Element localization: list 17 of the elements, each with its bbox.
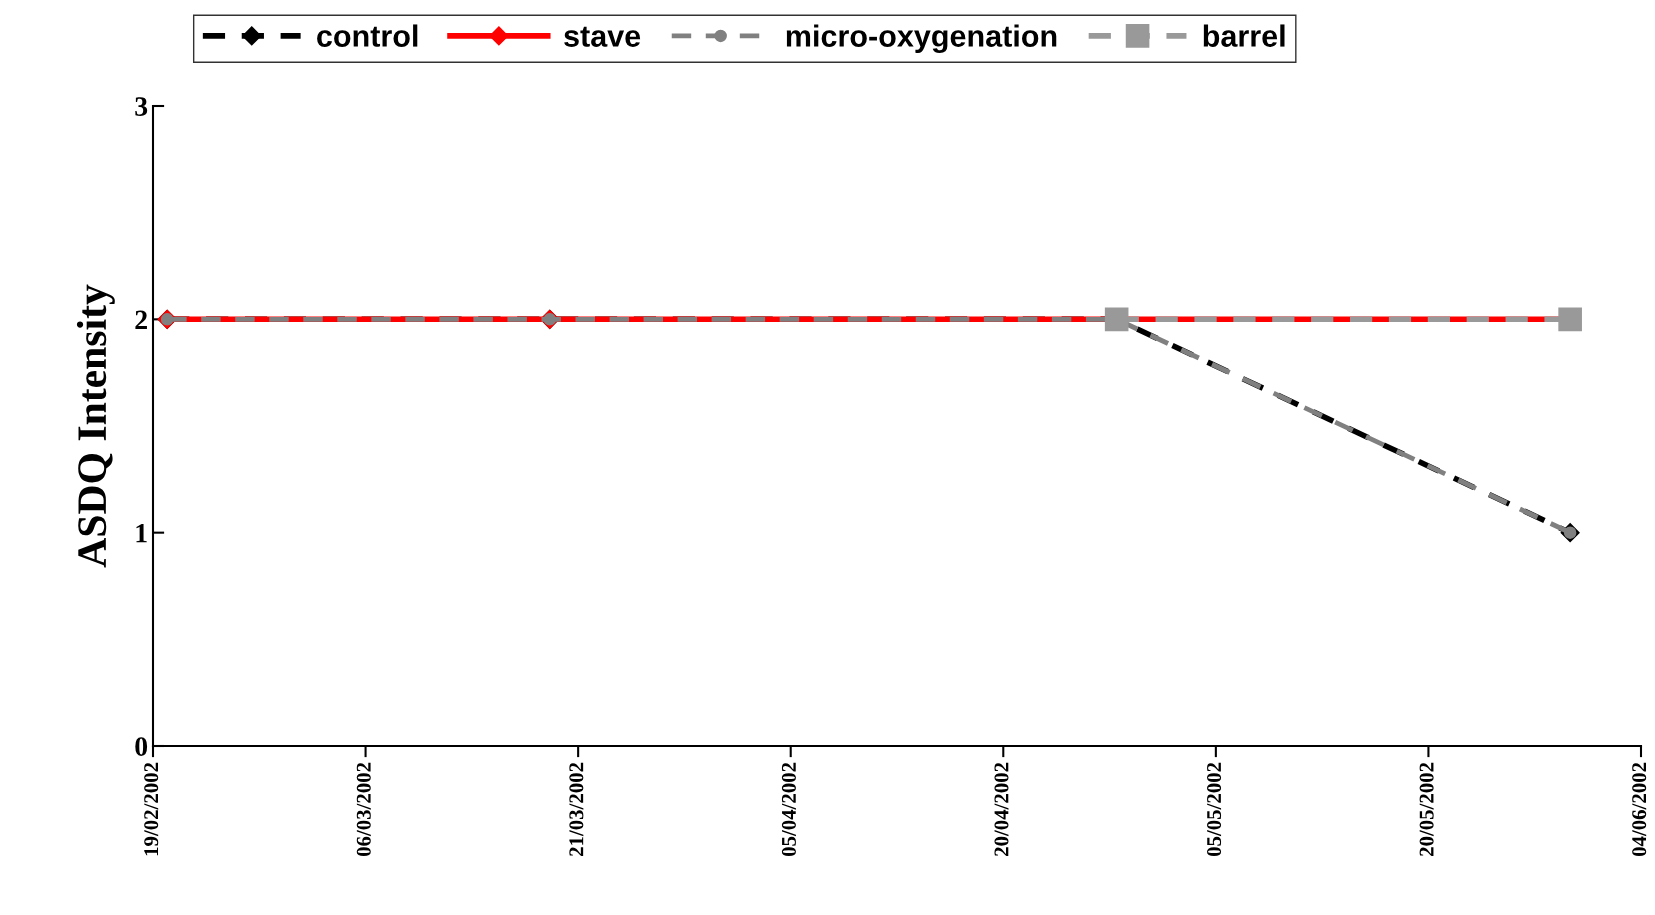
legend-label: control <box>317 24 418 47</box>
x-tick-label: 21/03/2002 <box>569 762 584 857</box>
x-tick-label: 05/04/2002 <box>781 762 796 857</box>
x-tick-label: 06/03/2002 <box>356 762 371 857</box>
y-tick-label: 1 <box>136 523 147 543</box>
y-tick-label: 0 <box>135 737 148 756</box>
x-tick-label: 04/06/2002 <box>1632 762 1647 857</box>
x-tick-label: 05/05/2002 <box>1207 762 1222 857</box>
y-axis-title: ASDQ Intensity <box>76 284 115 568</box>
y-tick-label: 2 <box>135 310 147 329</box>
legend-label: micro-oxygenation <box>786 24 1057 54</box>
legend-label: barrel <box>1203 24 1285 47</box>
x-tick-label: 20/05/2002 <box>1419 762 1434 857</box>
y-tick-label: 3 <box>135 97 148 116</box>
x-tick-label: 19/02/2002 <box>144 762 159 856</box>
legend-label: stave <box>564 26 641 47</box>
x-tick-label: 20/04/2002 <box>994 762 1009 857</box>
